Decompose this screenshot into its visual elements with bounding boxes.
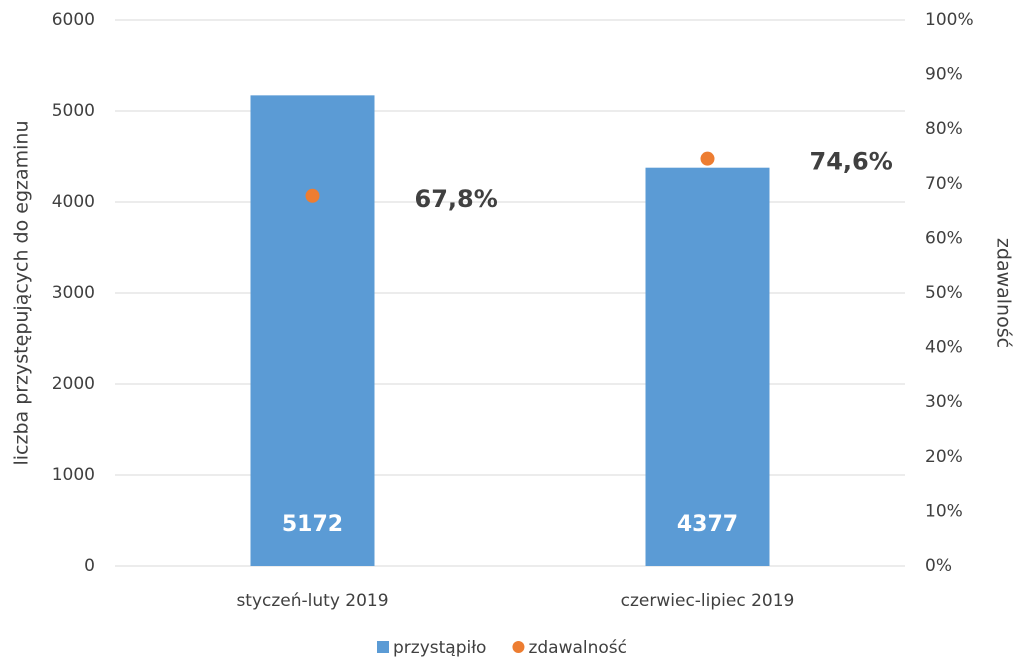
legend-swatch	[377, 641, 389, 653]
y2-tick-label: 100%	[925, 10, 974, 30]
y2-tick-label: 90%	[925, 65, 963, 85]
y2-tick-label: 40%	[925, 338, 963, 358]
y-tick-label: 3000	[52, 283, 95, 303]
y-tick-label: 1000	[52, 465, 95, 485]
legend-label: przystąpiło	[393, 638, 486, 658]
point-value-label: 74,6%	[810, 148, 893, 176]
y2-tick-label: 50%	[925, 283, 963, 303]
y2-tick-label: 20%	[925, 447, 963, 467]
y2-tick-label: 10%	[925, 501, 963, 521]
y2-tick-label: 60%	[925, 228, 963, 248]
x-tick-label: czerwiec-lipiec 2019	[621, 591, 795, 611]
y-tick-label: 5000	[52, 101, 95, 121]
y-tick-label: 2000	[52, 374, 95, 394]
y2-axis-label: zdawalność	[993, 238, 1015, 348]
y-tick-label: 4000	[52, 192, 95, 212]
legend-swatch	[512, 641, 525, 653]
y2-tick-label: 80%	[925, 119, 963, 139]
bar	[250, 95, 375, 567]
point-value-label: 67,8%	[415, 185, 498, 213]
legend-label: zdawalność	[528, 638, 627, 658]
point	[700, 151, 715, 166]
y2-tick-label: 70%	[925, 174, 963, 194]
y-tick-label: 6000	[52, 10, 95, 30]
y2-tick-label: 0%	[925, 556, 952, 576]
y-axis-label: liczba przystępujących do egzaminu	[11, 120, 33, 465]
bar-value-label: 4377	[677, 512, 738, 537]
point	[305, 188, 320, 203]
x-tick-label: styczeń-luty 2019	[236, 591, 388, 611]
bar-value-label: 5172	[282, 512, 343, 537]
y2-tick-label: 30%	[925, 392, 963, 412]
y-tick-label: 0	[84, 556, 95, 576]
bar	[645, 167, 770, 566]
